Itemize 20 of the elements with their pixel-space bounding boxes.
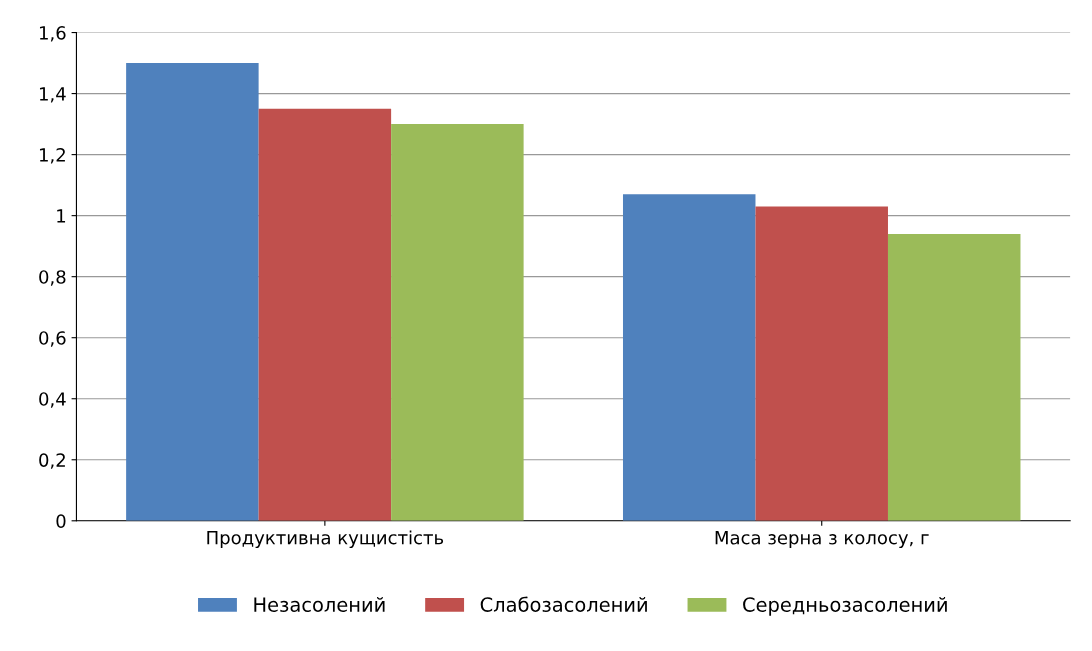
y-tick-label: 0,8 (39, 270, 66, 286)
y-tick-label: 1 (57, 209, 66, 223)
y-tick-label: 0,6 (39, 331, 66, 347)
legend-label: Середньозасолений (743, 596, 947, 616)
bar (258, 108, 392, 521)
x-tick-label: Маса зерна з колосу, г (715, 531, 929, 548)
y-tick-label: 1,4 (39, 87, 66, 103)
x-tick-label: Продуктивна кущистість (207, 530, 444, 548)
y-tick-label: 1,6 (39, 26, 66, 42)
bar (391, 124, 524, 521)
legend-label: Слабозасолений (480, 596, 647, 612)
y-tick-label: 0,2 (39, 453, 65, 469)
bar (755, 206, 888, 521)
y-tick-label: 1,2 (39, 148, 65, 164)
bar (622, 194, 756, 521)
legend-label: Незасолений (254, 596, 385, 612)
bar (887, 233, 1021, 521)
y-tick-label: 0 (56, 514, 66, 528)
bar (126, 63, 259, 521)
y-tick-label: 0,4 (39, 392, 66, 408)
